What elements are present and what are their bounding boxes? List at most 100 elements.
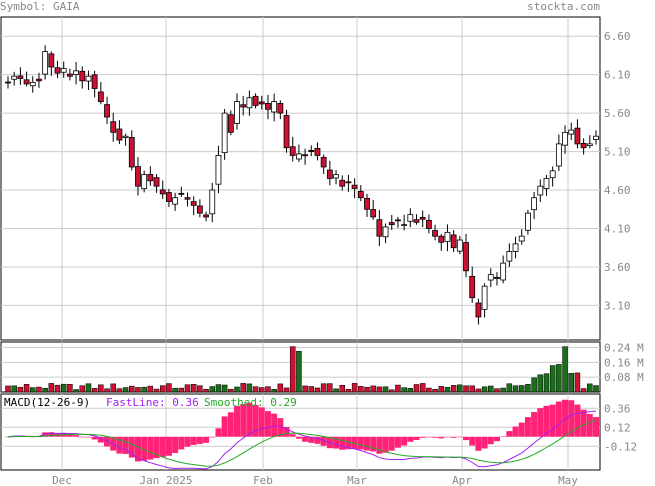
- candle: [190, 201, 197, 206]
- macd-histogram-bar: [258, 407, 265, 437]
- volume-bar: [450, 385, 457, 393]
- macd-histogram-bar: [382, 436, 389, 453]
- volume-bar: [388, 389, 395, 393]
- macd-tick-label: -0.12: [604, 440, 637, 453]
- macd-histogram-bar: [147, 436, 154, 460]
- volume-bar: [457, 384, 463, 393]
- candle: [302, 154, 308, 157]
- macd-histogram-bar: [209, 436, 216, 438]
- candle: [444, 231, 451, 242]
- macd-histogram-bar: [246, 402, 253, 437]
- macd-histogram-bar: [574, 404, 581, 437]
- volume-bar: [91, 388, 98, 393]
- candle: [531, 197, 538, 211]
- candles: [5, 45, 599, 325]
- volume-bar: [556, 364, 562, 393]
- candle: [481, 285, 488, 310]
- macd-histogram-bar: [302, 436, 309, 442]
- candle: [153, 177, 160, 187]
- macd-histogram-bar: [425, 436, 432, 438]
- candle: [141, 174, 148, 190]
- candle: [351, 184, 358, 189]
- candle: [97, 91, 104, 102]
- candle: [364, 197, 370, 210]
- macd-histogram-bar: [333, 436, 340, 449]
- macd-histogram-bar: [122, 436, 129, 454]
- volume-bar: [228, 388, 234, 393]
- volume-bar: [141, 386, 147, 393]
- volume-bar: [308, 386, 315, 393]
- macd-tick-label: 0.12: [604, 421, 631, 434]
- candle: [339, 179, 346, 187]
- volume-bar: [209, 386, 216, 393]
- macd-histogram-bar: [512, 426, 519, 437]
- macd-histogram-bar: [487, 436, 494, 445]
- price-tick-label: 4.10: [604, 222, 631, 235]
- volume-bar: [166, 383, 172, 393]
- macd-histogram-bar: [240, 404, 247, 437]
- candle: [122, 135, 129, 138]
- price-tick-label: 6.10: [604, 69, 631, 82]
- volume-bar: [432, 388, 438, 393]
- macd-histogram-bar: [172, 436, 179, 454]
- volume-bar: [358, 386, 364, 393]
- candle: [209, 189, 216, 215]
- volume-bars: [5, 346, 599, 393]
- macd-histogram-bar: [580, 409, 587, 437]
- macd-histogram-bar: [289, 434, 296, 437]
- x-axis-label: Jan 2025: [140, 474, 193, 486]
- volume-bar: [67, 384, 73, 393]
- volume-bar: [110, 383, 116, 393]
- candle: [555, 143, 562, 167]
- candle: [320, 156, 327, 168]
- price-tick-label: 3.10: [604, 299, 631, 312]
- macd-smoothed-legend: Smoothed: 0.29: [204, 396, 297, 409]
- macd-smoothed-line: [7, 419, 597, 467]
- candle: [215, 155, 222, 185]
- volume-bar: [320, 383, 327, 393]
- x-axis-label: Dec: [52, 474, 72, 486]
- candle: [432, 230, 438, 237]
- volume-bar: [333, 388, 339, 393]
- x-axis-label: May: [558, 474, 578, 486]
- candle: [116, 128, 123, 141]
- volume-bar: [172, 387, 178, 393]
- macd-histogram-bar: [543, 405, 550, 437]
- macd-histogram-bar: [283, 426, 290, 437]
- candle: [135, 166, 141, 187]
- volume-bar: [593, 385, 599, 393]
- volume-bar: [413, 384, 420, 393]
- volume-bar: [382, 386, 389, 393]
- macd-histogram-bar: [401, 436, 408, 446]
- macd-histogram-bar: [456, 436, 463, 438]
- candle: [574, 127, 581, 145]
- volume-bar: [23, 384, 30, 393]
- candle: [450, 234, 457, 249]
- macd-histogram-bar: [203, 436, 210, 443]
- candle: [487, 274, 494, 281]
- macd-histogram-bar: [234, 406, 241, 437]
- volume-bar: [135, 387, 141, 393]
- macd-histogram-bar: [252, 404, 259, 437]
- candle: [388, 222, 395, 226]
- volume-bar: [203, 389, 209, 393]
- candle: [203, 214, 209, 218]
- volume-bar: [246, 383, 253, 393]
- volume-bar: [184, 384, 191, 393]
- price-tick-label: 4.60: [604, 184, 631, 197]
- candle: [463, 242, 469, 272]
- candle: [537, 185, 544, 196]
- volume-bar: [17, 386, 24, 393]
- candle: [425, 219, 432, 229]
- x-axis-label: Apr: [452, 474, 472, 486]
- volume-bar: [302, 385, 308, 393]
- volume-bar: [475, 388, 482, 393]
- volume-bar: [190, 383, 197, 393]
- macd-histogram-bar: [438, 436, 445, 439]
- macd-histogram-bar: [370, 436, 377, 452]
- candle: [178, 192, 185, 195]
- macd-histogram-bar: [388, 436, 395, 451]
- candle: [382, 226, 389, 238]
- macd-histogram-bar: [271, 413, 278, 437]
- candle: [42, 51, 49, 75]
